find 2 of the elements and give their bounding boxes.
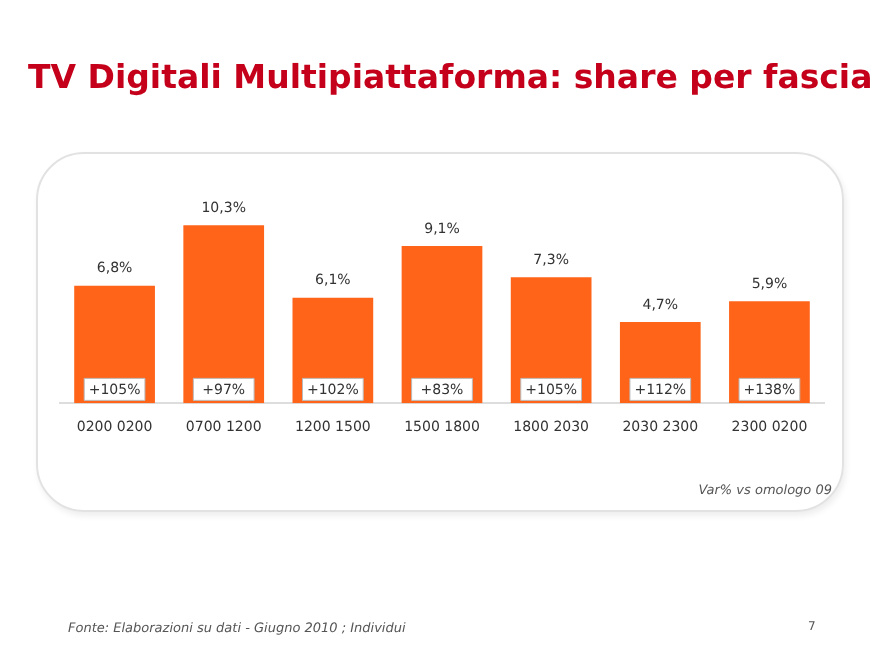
chart-title: TV Digitali Multipiattaforma: share per fascia [28, 58, 873, 96]
bar [401, 246, 483, 404]
